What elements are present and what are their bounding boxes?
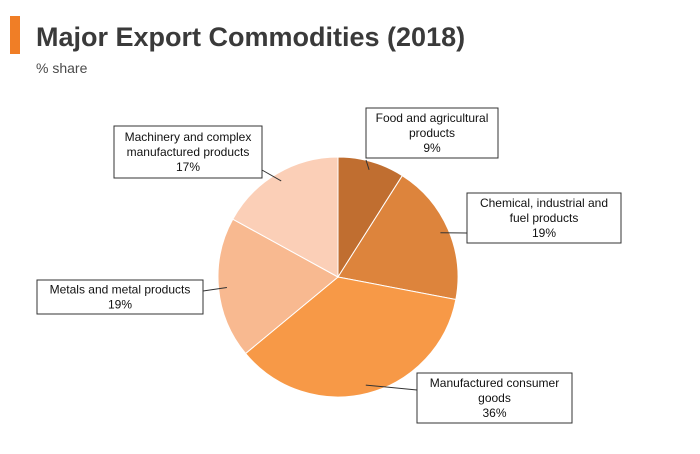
callout-leader-5 [261,169,282,182]
callout-leader-1 [365,159,370,170]
chart-subtitle: % share [36,60,88,76]
slice-value-label: 9% [423,141,441,155]
pie-slices [217,156,459,398]
slice-category-label: Metals and metal products [50,283,191,297]
callout-box-2 [466,192,622,244]
slice-label-1: Food and agricultural products 9% [376,111,489,155]
slice-category-label: products [409,126,455,140]
chart-title: Major Export Commodities (2018) [36,22,466,52]
slice-category-label: goods [478,391,511,405]
slice-category-label: manufactured products [127,145,250,159]
callout-leader-3 [365,384,418,391]
slice-value-label: 19% [532,226,556,240]
slice-category-label: Chemical, industrial and [480,196,608,210]
callout-leader-4 [202,287,227,292]
slice-category-label: Manufactured consumer [430,376,559,390]
slice-label-5: Machinery and complex manufactured produc… [125,130,252,174]
pie-slice-5 [232,156,339,278]
accent-bar [10,16,20,54]
slice-label-4: Metals and metal products 19% [50,283,191,312]
pie-callouts: Food and agricultural products 9% Chemical,… [36,107,622,424]
slice-category-label: fuel products [510,211,579,225]
callout-box-4 [36,279,204,315]
slice-label-2: Chemical, industrial and fuel products 19% [480,196,608,240]
slice-value-label: 19% [108,298,132,312]
slice-value-label: 17% [176,160,200,174]
pie-slice-3 [244,276,457,398]
callout-box-3 [416,372,573,424]
callout-box-1 [365,107,499,159]
slice-value-label: 36% [482,406,506,420]
slice-category-label: Machinery and complex [125,130,252,144]
callout-box-5 [113,125,263,179]
slice-category-label: Food and agricultural [376,111,489,125]
pie-slice-2 [337,174,459,301]
slice-label-3: Manufactured consumer goods 36% [430,376,559,420]
